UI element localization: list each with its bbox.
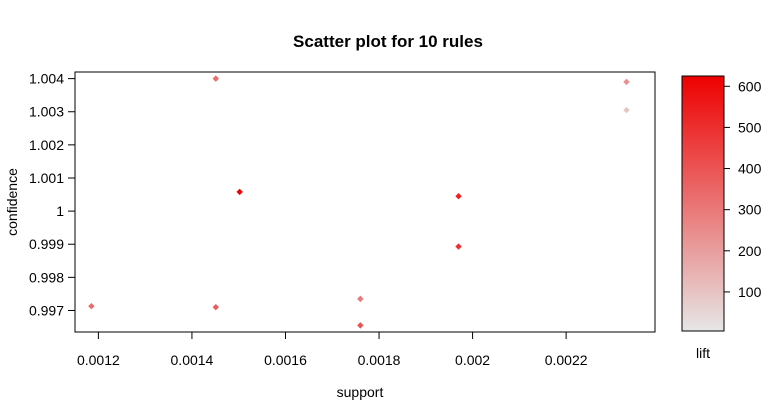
y-tick-label: 1.002 xyxy=(29,137,64,153)
colorbar-label: lift xyxy=(696,345,710,361)
scatter-point xyxy=(623,106,630,114)
x-tick-label: 0.0016 xyxy=(264,352,307,368)
y-tick-label: 0.999 xyxy=(29,236,64,252)
colorbar-axis: 100 200 300 400 500 600 xyxy=(724,78,762,300)
y-axis-label: confidence xyxy=(4,168,20,236)
data-points xyxy=(88,75,630,329)
chart-title: Scatter plot for 10 rules xyxy=(293,32,483,51)
colorbar-tick-label: 600 xyxy=(738,78,762,94)
y-axis: 1.004 1.003 1.002 1.001 1 0.999 0.998 0.997 xyxy=(29,71,75,318)
colorbar-tick-label: 400 xyxy=(738,161,762,177)
scatter-point xyxy=(212,303,219,311)
y-tick-label: 1.001 xyxy=(29,170,64,186)
y-tick-label: 1 xyxy=(56,203,64,219)
scatter-point xyxy=(357,322,364,329)
x-tick-label: 0.0022 xyxy=(545,352,588,368)
colorbar-tick-label: 100 xyxy=(738,284,762,300)
y-tick-label: 1.004 xyxy=(29,71,64,87)
scatter-point xyxy=(357,295,364,303)
x-tick-label: 0.002 xyxy=(455,352,490,368)
y-tick-label: 1.003 xyxy=(29,104,64,120)
x-axis-label: support xyxy=(337,384,384,400)
x-axis: 0.0012 0.0014 0.0016 0.0018 0.002 0.0022 xyxy=(77,332,588,368)
scatter-point xyxy=(236,188,243,196)
x-tick-label: 0.0014 xyxy=(171,352,214,368)
scatter-point xyxy=(455,243,462,250)
colorbar-tick-label: 200 xyxy=(738,243,762,259)
colorbar xyxy=(681,75,725,332)
scatter-point xyxy=(455,193,462,200)
scatter-point xyxy=(212,75,219,82)
plot-area xyxy=(74,71,656,333)
y-tick-label: 0.997 xyxy=(29,302,64,318)
scatter-point xyxy=(88,302,95,310)
colorbar-tick-label: 300 xyxy=(738,202,762,218)
colorbar-tick-label: 500 xyxy=(738,119,762,135)
x-tick-label: 0.0018 xyxy=(358,352,401,368)
x-tick-label: 0.0012 xyxy=(77,352,120,368)
y-tick-label: 0.998 xyxy=(29,269,64,285)
scatter-point xyxy=(623,78,630,86)
